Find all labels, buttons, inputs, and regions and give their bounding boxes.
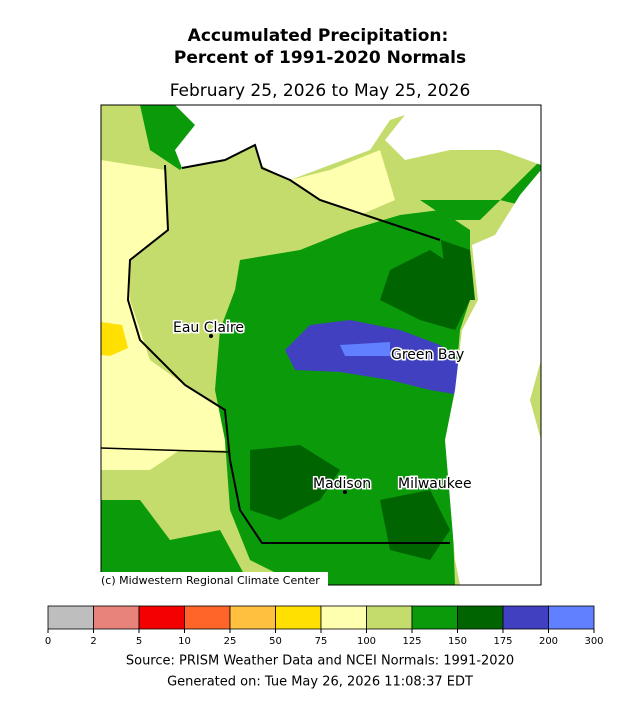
city-label: Eau Claire	[173, 320, 244, 336]
credit-box	[100, 572, 328, 588]
color-bin	[275, 605, 322, 630]
color-bin	[138, 605, 185, 630]
tick-label: 200	[539, 636, 558, 647]
tick-label: 100	[357, 636, 376, 647]
title: Accumulated Precipitation:	[188, 26, 449, 46]
source: Source: PRISM Weather Data and NCEI Norm…	[126, 654, 514, 669]
color-bin	[47, 605, 94, 630]
city-label: Green Bay	[391, 347, 464, 363]
color-bin	[548, 605, 595, 630]
color-bin	[93, 605, 140, 630]
color-bin	[229, 605, 276, 630]
colorbar: 0 2 5 10 25 50 75 100 125 150 175 200 300	[45, 605, 604, 647]
tick-label: 10	[178, 636, 191, 647]
color-bin	[320, 605, 367, 630]
city-label: Milwaukee	[398, 476, 472, 492]
title: Percent of 1991-2020 Normals	[174, 48, 466, 68]
city-dot	[209, 334, 213, 338]
color-bin	[366, 605, 413, 630]
generated: Generated on: Tue May 26, 2026 11:08:37 …	[167, 675, 473, 690]
color-bin	[184, 605, 231, 630]
city-label: Madison	[313, 476, 371, 492]
color-bin	[502, 605, 549, 630]
color-bin	[457, 605, 504, 630]
tick-label: 50	[269, 636, 282, 647]
tick-label: 5	[136, 636, 142, 647]
tick-label: 125	[402, 636, 421, 647]
tick-label: 2	[90, 636, 96, 647]
tick-label: 75	[315, 636, 328, 647]
map	[101, 105, 541, 585]
color-bin	[411, 605, 458, 630]
tick-label: 25	[224, 636, 237, 647]
tick-label: 300	[584, 636, 603, 647]
tick-label: 175	[493, 636, 512, 647]
credit: (c) Midwestern Regional Climate Center	[101, 574, 320, 587]
tick-label: 0	[45, 636, 51, 647]
city-dot	[343, 490, 347, 494]
subtitle: February 25, 2026 to May 25, 2026	[170, 81, 471, 101]
tick-label: 150	[448, 636, 467, 647]
